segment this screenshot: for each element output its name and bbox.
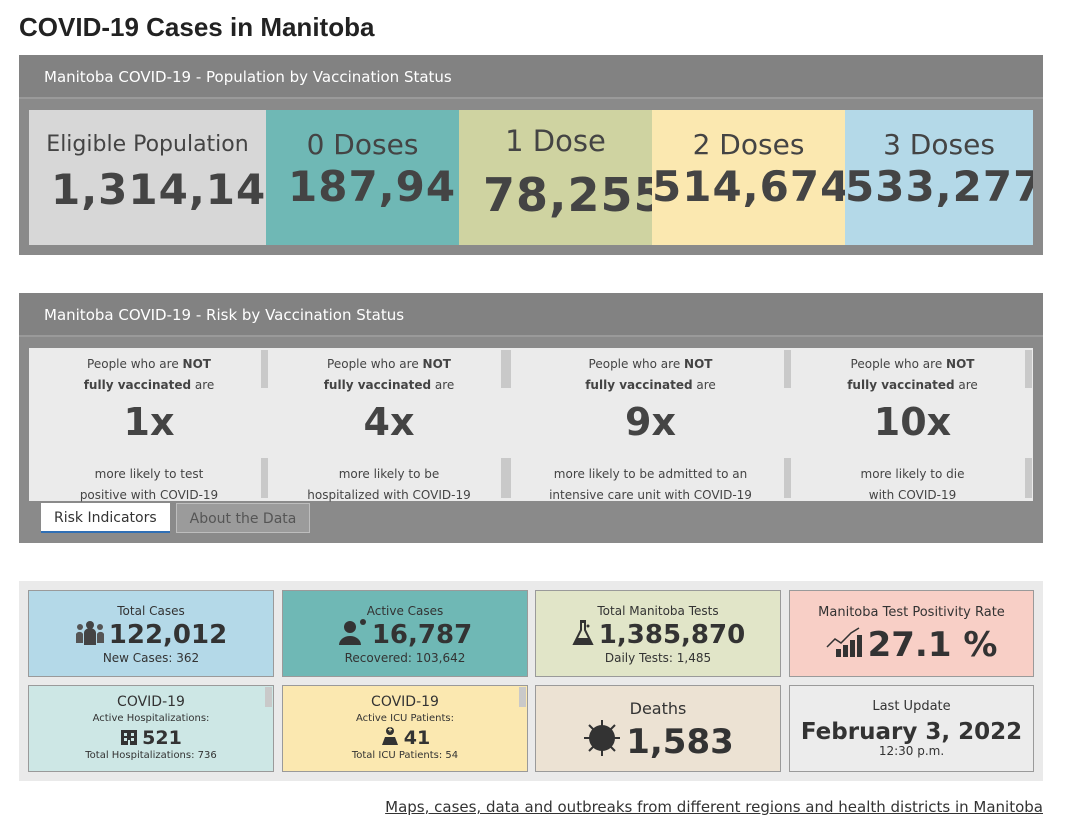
- risk-top-text: People who are NOT fully vaccinated are: [847, 357, 978, 392]
- risk-row: People who are NOT fully vaccinated are …: [29, 348, 1033, 502]
- risk-cell-icu: People who are NOT fully vaccinated are …: [504, 348, 792, 502]
- one-dose-value: 78,255: [483, 168, 652, 222]
- active-cases-main: 16,787: [283, 618, 527, 653]
- scrollbar[interactable]: [504, 458, 511, 498]
- last-update-time: 12:30 p.m.: [878, 744, 945, 758]
- risk-multiplier: 10x: [873, 400, 952, 444]
- risk-top-text: People who are NOT fully vaccinated are: [585, 357, 716, 392]
- one-dose-label: 1 Dose: [505, 124, 606, 158]
- virus-icon: [582, 718, 622, 767]
- tab-risk-indicators[interactable]: Risk Indicators: [41, 503, 170, 533]
- risk-top-text: People who are NOT fully vaccinated are: [323, 357, 455, 392]
- risk-multiplier: 9x: [625, 400, 676, 444]
- last-update-date: February 3, 2022: [800, 719, 1023, 745]
- tests-main: 1,385,870: [536, 619, 780, 651]
- scrollbar[interactable]: [261, 458, 268, 498]
- population-panel: Manitoba COVID-19 - Population by Vaccin…: [19, 55, 1043, 255]
- risk-multiplier: 4x: [363, 400, 415, 444]
- risk-bottom-text: more likely to die with COVID-19: [860, 467, 965, 502]
- tests-card: Total Manitoba Tests 1,385,870 Daily Tes…: [535, 590, 781, 677]
- hospital-title: COVID-19: [117, 694, 185, 710]
- two-doses-label: 2 Doses: [692, 128, 805, 161]
- scrollbar[interactable]: [784, 350, 791, 388]
- positivity-value: 27.1 %: [867, 625, 998, 665]
- last-update-card: Last Update February 3, 2022 12:30 p.m.: [789, 685, 1034, 772]
- one-dose-cell: 1 Dose 78,255: [459, 110, 652, 245]
- eligible-population-cell: Eligible Population 1,314,148: [29, 110, 266, 245]
- three-doses-value: 533,277: [845, 162, 1033, 211]
- icu-value: 41: [403, 727, 431, 749]
- recovered-text: Recovered: 103,642: [344, 651, 466, 665]
- people-icon: [75, 618, 105, 653]
- scrollbar[interactable]: [1025, 458, 1032, 498]
- patient-bed-icon: [380, 726, 400, 751]
- deaths-title: Deaths: [629, 699, 687, 718]
- two-doses-cell: 2 Doses 514,674: [652, 110, 845, 245]
- hospital-main: 521: [29, 726, 273, 750]
- page-title: COVID-19 Cases in Manitoba: [19, 12, 375, 42]
- active-cases-card: Active Cases 16,787 Recovered: 103,642: [282, 590, 528, 677]
- risk-bottom-text: more likely to test positive with COVID-1…: [79, 467, 219, 502]
- total-cases-value: 122,012: [108, 620, 228, 650]
- scrollbar[interactable]: [265, 687, 272, 707]
- total-icu-text: Total ICU Patients: 54: [351, 750, 459, 761]
- scrollbar[interactable]: [261, 350, 268, 388]
- chart-up-icon: [826, 625, 864, 666]
- risk-cell-die: People who are NOT fully vaccinated are …: [792, 348, 1033, 502]
- icu-title: COVID-19: [371, 694, 439, 710]
- risk-multiplier: 1x: [123, 400, 175, 444]
- zero-doses-cell: 0 Doses 187,942: [266, 110, 459, 245]
- hospital-card: COVID-19 Active Hospitalizations: 521 To…: [28, 685, 274, 772]
- risk-top-text: People who are NOT fully vaccinated are: [83, 357, 215, 392]
- deaths-main: 1,583: [536, 719, 780, 762]
- daily-tests-text: Daily Tests: 1,485: [604, 651, 712, 665]
- zero-doses-label: 0 Doses: [306, 128, 419, 161]
- two-doses-value: 514,674: [652, 162, 845, 211]
- scrollbar[interactable]: [504, 350, 511, 388]
- regions-link[interactable]: Maps, cases, data and outbreaks from dif…: [385, 798, 1043, 816]
- scrollbar[interactable]: [519, 687, 526, 707]
- eligible-population-value: 1,314,148: [51, 165, 266, 214]
- tab-about-the-data[interactable]: About the Data: [175, 503, 311, 533]
- deaths-value: 1,583: [626, 722, 734, 762]
- person-icon: [338, 618, 368, 653]
- three-doses-label: 3 Doses: [883, 128, 995, 161]
- hospital-value: 521: [142, 727, 182, 749]
- three-doses-cell: 3 Doses 533,277: [845, 110, 1033, 245]
- tests-value: 1,385,870: [598, 620, 746, 650]
- tests-title: Total Manitoba Tests: [597, 604, 719, 618]
- risk-cell-test: People who are NOT fully vaccinated are …: [29, 348, 269, 502]
- total-cases-card: Total Cases 122,012 New Cases: 362: [28, 590, 274, 677]
- scrollbar[interactable]: [1025, 350, 1032, 388]
- active-cases-value: 16,787: [371, 620, 473, 650]
- last-update-title: Last Update: [872, 699, 951, 714]
- icu-main: 41: [283, 726, 527, 750]
- icu-subtitle: Active ICU Patients:: [356, 713, 454, 724]
- zero-doses-value: 187,942: [288, 162, 459, 211]
- total-cases-main: 122,012: [29, 619, 273, 651]
- total-cases-title: Total Cases: [117, 604, 185, 618]
- population-row: Eligible Population 1,314,148 0 Doses 18…: [29, 110, 1033, 245]
- risk-cell-hospitalized: People who are NOT fully vaccinated are …: [269, 348, 509, 502]
- risk-tabs: Risk Indicators About the Data: [41, 503, 311, 533]
- dashboard: Total Cases 122,012 New Cases: 362 Activ…: [19, 581, 1043, 781]
- population-panel-header: Manitoba COVID-19 - Population by Vaccin…: [19, 55, 1043, 99]
- hospital-icon: [120, 727, 138, 750]
- icu-card: COVID-19 Active ICU Patients: 41 Total I…: [282, 685, 528, 772]
- positivity-main: 27.1 %: [790, 625, 1033, 665]
- total-hospitalizations-text: Total Hospitalizations: 736: [85, 750, 217, 761]
- risk-bottom-text: more likely to be hospitalized with COVID…: [307, 467, 471, 502]
- eligible-population-label: Eligible Population: [46, 132, 249, 157]
- active-cases-title: Active Cases: [366, 604, 444, 618]
- risk-bottom-text: more likely to be admitted to an intensiv…: [549, 467, 752, 502]
- new-cases-text: New Cases: 362: [102, 651, 200, 665]
- hospital-subtitle: Active Hospitalizations:: [92, 713, 210, 724]
- risk-panel-header: Manitoba COVID-19 - Risk by Vaccination …: [19, 293, 1043, 337]
- risk-panel: Manitoba COVID-19 - Risk by Vaccination …: [19, 293, 1043, 543]
- positivity-title: Manitoba Test Positivity Rate: [818, 605, 1005, 620]
- scrollbar[interactable]: [784, 458, 791, 498]
- positivity-card: Manitoba Test Positivity Rate 27.1 %: [789, 590, 1034, 677]
- deaths-card: Deaths 1,583: [535, 685, 781, 772]
- flask-icon: [571, 618, 595, 653]
